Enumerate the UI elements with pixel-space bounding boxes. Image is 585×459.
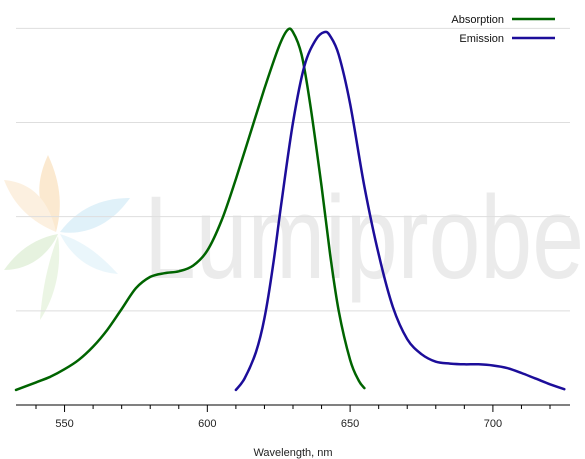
x-tick-label: 650 [341,418,359,430]
x-tick-label: 550 [55,418,73,430]
x-axis: 550 600 650 700 [16,404,570,430]
legend-label-absorption: Absorption [451,14,504,26]
x-axis-title: Wavelength, nm [253,447,332,459]
watermark-leaf-green [4,234,58,270]
watermark-leaf-orange [39,155,60,232]
watermark-leaf-green-dark [40,236,60,320]
series-line-emission [234,30,566,392]
x-tick-label: 700 [484,418,502,430]
series-lines [14,27,566,392]
lumiprobe-watermark-logo: Lumiprobe [4,155,584,320]
watermark-leaf-blue-light [60,234,118,274]
watermark-wordmark: Lumiprobe [144,172,584,304]
y-grid [16,27,570,312]
x-tick-label: 600 [198,418,216,430]
series-line-absorption [14,27,366,392]
legend-label-emission: Emission [459,33,504,45]
watermark-leaf-blue [60,198,130,233]
legend: Absorption Emission [451,14,555,45]
watermark-leaf-peach [4,180,56,232]
